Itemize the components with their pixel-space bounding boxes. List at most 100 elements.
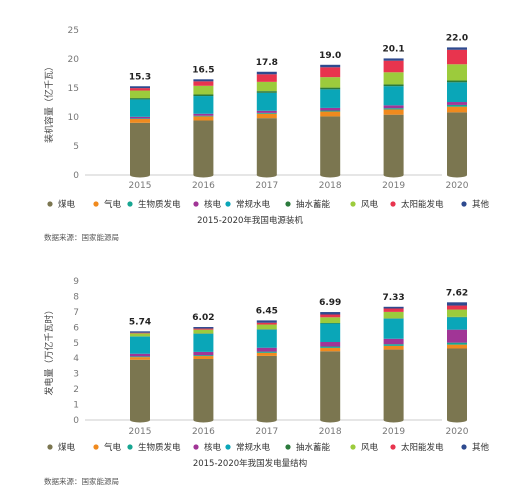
legend-swatch [193,201,199,207]
legend-label: 抽水蓄能 [296,199,331,210]
total-label: 7.33 [382,293,404,303]
bar-base-cap [447,172,467,178]
bar-segment-4 [320,107,341,111]
bar-segment-9 [130,331,150,333]
legend-swatch [225,444,231,450]
bar-segment-8 [130,332,150,334]
total-label: 22.0 [446,33,468,43]
bar-segment-8 [193,81,214,86]
y-tick-label: 0 [73,416,79,426]
legend-label: 气电 [104,199,122,210]
bar-segment-5 [320,89,341,108]
bar-segment-4 [193,351,214,356]
legend-swatch [47,444,53,450]
legend-label: 其他 [472,199,490,210]
legend-label: 太阳能发电 [401,442,444,453]
bar-base-cap [130,417,150,423]
bar-segment-7 [256,81,277,92]
bar-segment-9 [193,327,214,329]
total-label: 15.3 [129,72,151,82]
bar-segment-9 [383,58,404,61]
bar-segment-2 [447,344,467,349]
legend-swatch [93,444,99,450]
legend-swatch [127,201,133,207]
legend-label: 其他 [472,442,490,453]
bar-base-cap [256,172,277,178]
bar-segment-8 [383,60,404,73]
legend-swatch [285,444,291,450]
bar-segment-5 [130,99,150,117]
bar-segment-8 [256,74,277,82]
bar-segment-3 [193,355,214,357]
legend-label: 风电 [361,199,379,210]
bar-base-cap [193,417,214,423]
bar-segment-2 [383,345,404,350]
x-tick-label: 2019 [382,181,405,191]
bar-segment-4 [130,353,150,357]
bar-segment-5 [447,82,467,103]
stacked-bar-2020 [447,302,467,423]
stacked-bar-2018 [320,312,341,423]
y-tick-label: 10 [68,113,80,123]
stacked-bar-2019 [383,306,404,423]
bar-segment-6 [447,80,467,83]
bar-segment-8 [130,88,150,91]
bar-segment-2 [320,111,341,117]
legend-label: 煤电 [58,442,76,453]
bar-segment-5 [383,318,404,339]
bar-segment-7 [383,72,404,85]
legend-swatch [93,201,99,207]
total-label: 5.74 [129,317,151,327]
bar-segment-6 [383,84,404,87]
bar-segment-8 [320,67,341,78]
y-tick-label: 20 [68,55,80,65]
bar-segment-9 [130,86,150,89]
bar-segment-7 [447,64,467,81]
legend-swatch [390,444,396,450]
total-label: 7.62 [446,288,468,298]
legend-swatch [350,201,356,207]
bar-segment-1 [320,351,341,420]
bar-segment-9 [256,320,277,323]
bar-base-cap [193,172,214,178]
bar-segment-4 [193,113,214,116]
bar-base-cap [383,172,404,178]
stacked-bar-2016 [193,327,214,423]
bar-segment-4 [130,116,150,119]
x-tick-label: 2019 [382,427,405,437]
bar-segment-5 [447,317,467,330]
chart-caption: 2015-2020年我国电源装机 [197,215,303,226]
y-tick-label: 8 [73,292,79,302]
bar-base-cap [130,172,150,178]
total-label: 6.02 [192,313,214,323]
bar-segment-9 [193,79,214,82]
bar-base-cap [320,417,341,423]
total-label: 6.99 [319,298,341,308]
bar-segment-1 [256,355,277,420]
legend-swatch [461,201,467,207]
bar-segment-2 [256,352,277,356]
bar-segment-5 [193,333,214,352]
y-axis-title: 发电量（万亿千瓦时） [43,305,55,395]
bar-segment-5 [256,92,277,111]
bar-segment-1 [256,118,277,175]
bar-segment-3 [447,342,467,345]
legend-label: 风电 [361,442,379,453]
total-label: 20.1 [382,44,404,54]
bar-segment-7 [320,77,341,88]
bar-segment-7 [447,309,467,317]
bar-segment-1 [447,348,467,420]
bar-segment-3 [383,108,404,110]
bar-segment-9 [320,312,341,315]
bar-segment-9 [383,306,404,309]
bar-segment-7 [130,90,150,99]
x-tick-label: 2020 [446,181,469,191]
y-tick-label: 4 [73,354,79,364]
bar-segment-7 [256,324,277,330]
y-tick-label: 6 [73,323,79,333]
bar-segment-4 [447,329,467,343]
bar-segment-8 [256,322,277,325]
y-tick-label: 25 [68,26,79,36]
bar-segment-3 [193,115,214,117]
